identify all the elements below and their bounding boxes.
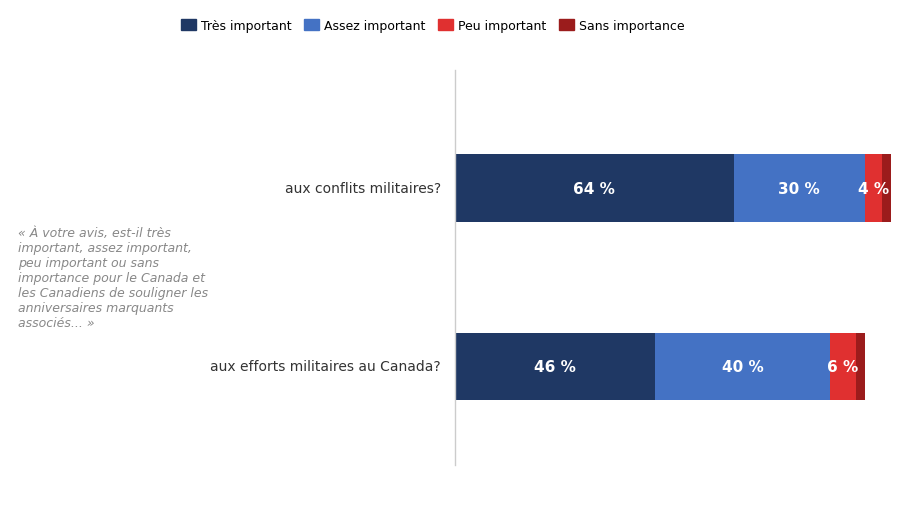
Text: 64 %: 64 % <box>573 181 615 196</box>
Bar <box>454 333 655 400</box>
Bar <box>734 155 865 223</box>
Text: 4 %: 4 % <box>858 181 889 196</box>
Text: 40 %: 40 % <box>722 359 763 374</box>
Text: 46 %: 46 % <box>534 359 576 374</box>
Bar <box>856 333 865 400</box>
Bar <box>865 155 882 223</box>
Text: aux conflits militaires?: aux conflits militaires? <box>284 182 441 196</box>
Bar <box>454 155 734 223</box>
Text: « À votre avis, est-il très
important, assez important,
peu important ou sans
im: « À votre avis, est-il très important, a… <box>18 226 208 329</box>
Text: 30 %: 30 % <box>778 181 820 196</box>
Bar <box>830 333 856 400</box>
Text: 6 %: 6 % <box>827 359 859 374</box>
Bar <box>655 333 830 400</box>
Bar <box>882 155 891 223</box>
Text: aux efforts militaires au Canada?: aux efforts militaires au Canada? <box>211 360 441 374</box>
Legend: Très important, Assez important, Peu important, Sans importance: Très important, Assez important, Peu imp… <box>176 15 689 38</box>
